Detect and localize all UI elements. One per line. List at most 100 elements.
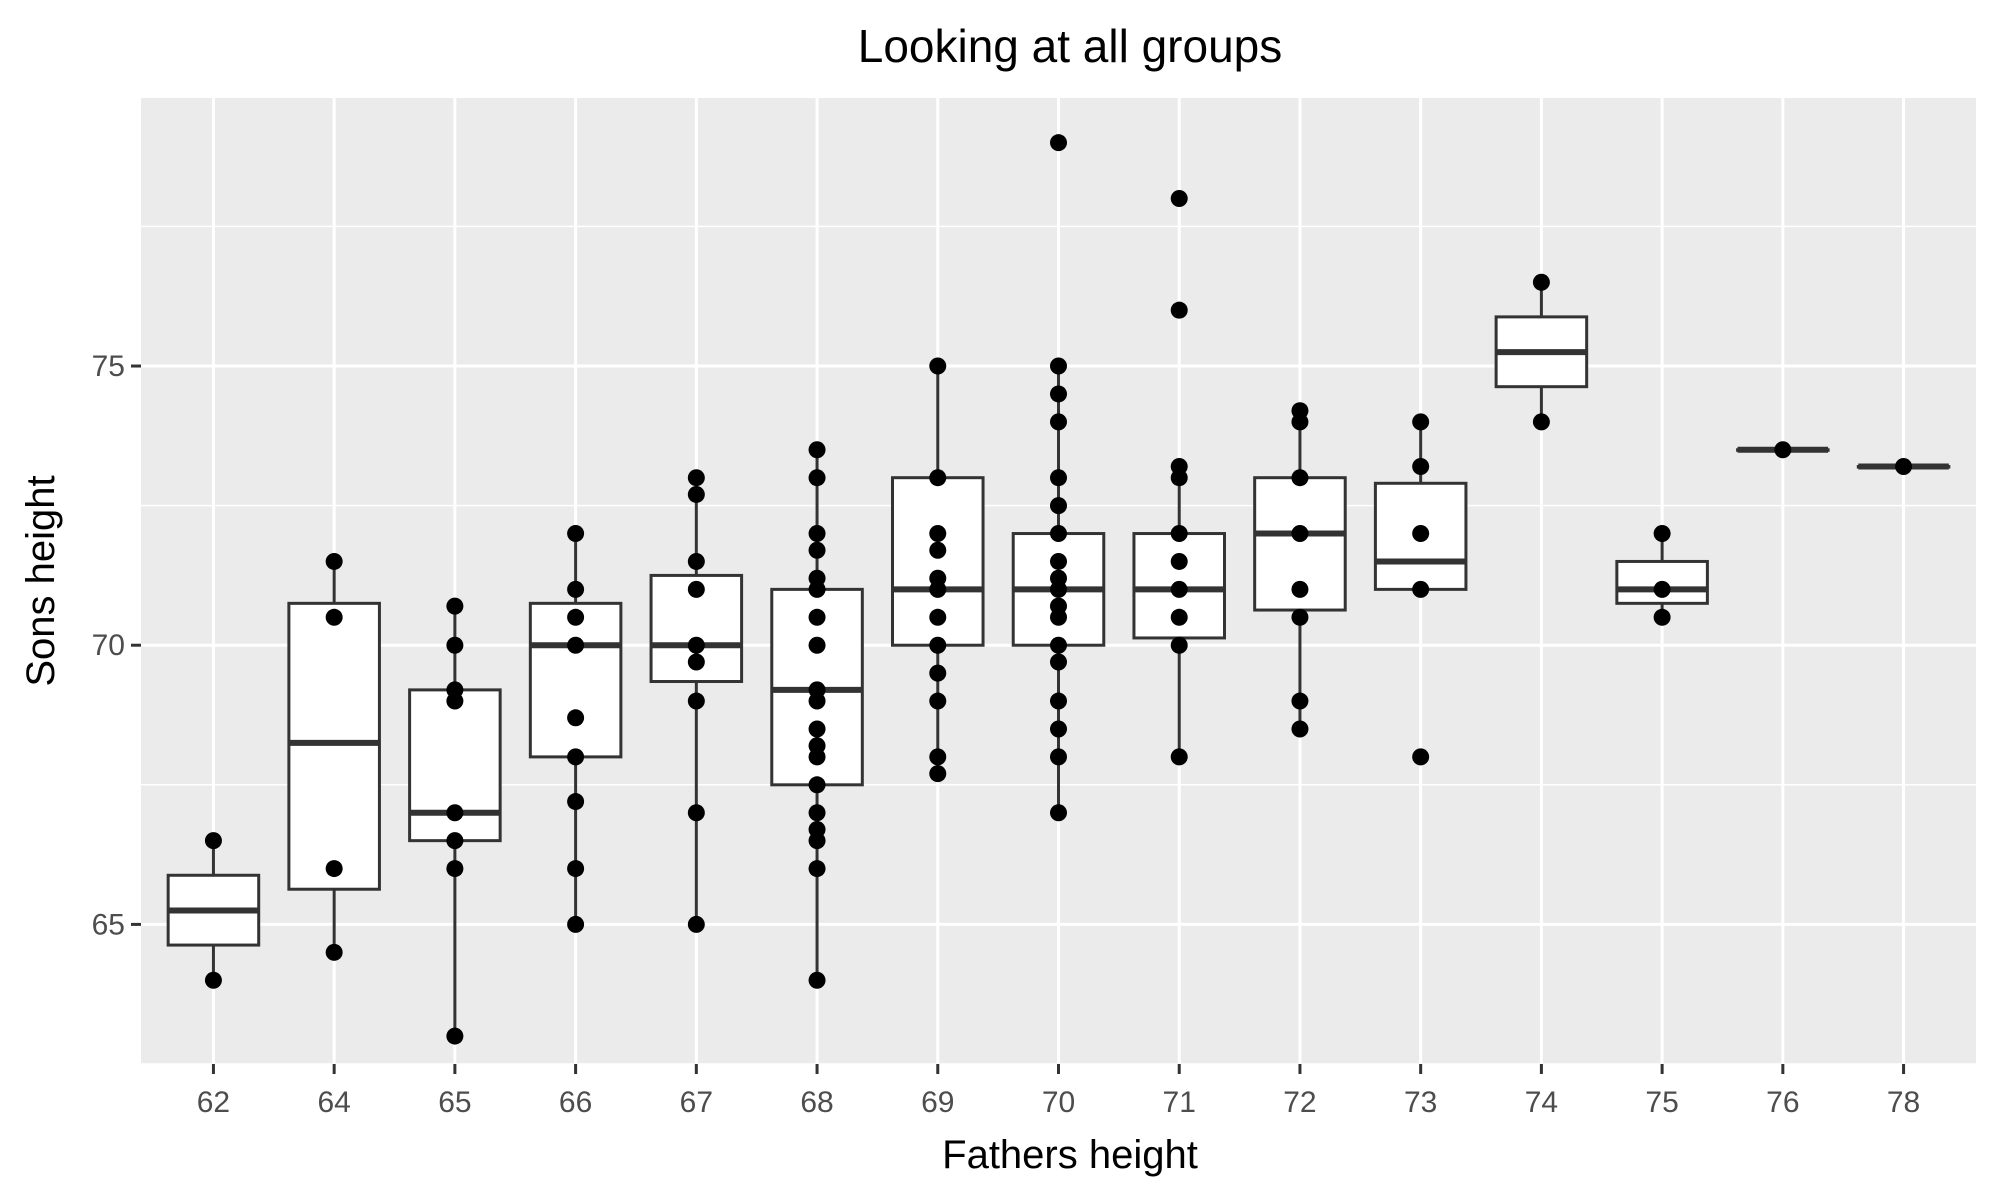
y-axis-title: Sons height <box>19 475 63 686</box>
point-71 <box>1170 748 1188 766</box>
y-axis: 65 70 75 <box>92 350 141 941</box>
point-71 <box>1170 552 1188 570</box>
point-65 <box>446 597 464 615</box>
point-72 <box>1291 469 1309 487</box>
point-70 <box>1050 385 1067 403</box>
point-75 <box>1653 525 1671 543</box>
box-73 <box>1373 421 1468 591</box>
point-66 <box>567 915 585 933</box>
point-65 <box>446 860 464 878</box>
point-69 <box>929 608 947 626</box>
point-70 <box>1050 653 1067 671</box>
point-70 <box>1050 804 1067 822</box>
x-tick-label: 74 <box>1525 1086 1558 1119</box>
point-68 <box>808 636 826 654</box>
point-69 <box>929 580 947 598</box>
point-67 <box>687 692 705 710</box>
x-axis-title: Fathers height <box>942 1133 1198 1177</box>
box-body <box>287 601 381 891</box>
point-64 <box>325 608 343 626</box>
point-70 <box>1050 525 1067 543</box>
x-tick-label: 67 <box>680 1086 713 1119</box>
point-70 <box>1050 636 1067 654</box>
point-71 <box>1170 580 1188 598</box>
point-67 <box>687 580 705 598</box>
point-71 <box>1170 636 1188 654</box>
point-69 <box>929 664 947 682</box>
y-tick-label: 65 <box>92 908 125 941</box>
x-tick-label: 68 <box>800 1086 833 1119</box>
point-65 <box>446 636 464 654</box>
x-tick-label: 73 <box>1404 1086 1437 1119</box>
point-72 <box>1291 413 1309 431</box>
point-70 <box>1050 497 1067 515</box>
x-axis: 62 64 65 66 67 68 69 70 71 72 73 74 75 76 78 <box>197 1064 1920 1119</box>
point-64 <box>325 552 343 570</box>
point-66 <box>567 525 585 543</box>
point-70 <box>1050 748 1067 766</box>
point-68 <box>808 776 826 794</box>
point-68 <box>808 608 826 626</box>
point-72 <box>1291 608 1309 626</box>
x-tick-label: 70 <box>1042 1086 1075 1119</box>
point-68 <box>808 469 826 487</box>
data-points <box>204 134 1913 1045</box>
point-76 <box>1774 441 1792 459</box>
point-68 <box>808 525 826 543</box>
x-tick-label: 62 <box>197 1086 230 1119</box>
point-68 <box>808 860 826 878</box>
point-67 <box>687 636 705 654</box>
x-tick-label: 69 <box>921 1086 954 1119</box>
point-68 <box>808 541 826 559</box>
point-68 <box>808 748 826 766</box>
point-70 <box>1050 134 1067 152</box>
point-73 <box>1412 413 1430 431</box>
point-73 <box>1412 580 1430 598</box>
point-75 <box>1653 608 1671 626</box>
point-66 <box>567 793 585 811</box>
point-73 <box>1412 748 1430 766</box>
point-70 <box>1050 552 1067 570</box>
x-tick-label: 65 <box>438 1086 471 1119</box>
point-69 <box>929 692 947 710</box>
box-66 <box>528 533 623 925</box>
point-62 <box>204 832 222 850</box>
point-70 <box>1050 357 1067 375</box>
box-64 <box>287 561 381 953</box>
point-66 <box>567 580 585 598</box>
point-70 <box>1050 580 1067 598</box>
point-71 <box>1170 469 1188 487</box>
point-69 <box>929 765 947 783</box>
point-69 <box>929 636 947 654</box>
point-69 <box>929 541 947 559</box>
point-71 <box>1170 301 1188 319</box>
x-tick-label: 66 <box>559 1086 592 1119</box>
x-tick-label: 64 <box>317 1086 350 1119</box>
point-64 <box>325 860 343 878</box>
point-66 <box>567 608 585 626</box>
point-72 <box>1291 692 1309 710</box>
chart-title: Looking at all groups <box>858 20 1283 72</box>
point-67 <box>687 552 705 570</box>
point-74 <box>1532 273 1550 291</box>
point-65 <box>446 804 464 822</box>
point-68 <box>808 832 826 850</box>
point-73 <box>1412 458 1430 476</box>
point-66 <box>567 860 585 878</box>
point-62 <box>204 971 222 989</box>
point-67 <box>687 804 705 822</box>
point-70 <box>1050 469 1067 487</box>
y-tick-label: 75 <box>92 350 125 383</box>
point-68 <box>808 692 826 710</box>
point-78 <box>1895 458 1913 476</box>
point-65 <box>446 692 464 710</box>
point-68 <box>808 441 826 459</box>
point-67 <box>687 469 705 487</box>
x-tick-label: 78 <box>1887 1086 1920 1119</box>
x-tick-label: 75 <box>1645 1086 1678 1119</box>
x-tick-label: 72 <box>1283 1086 1316 1119</box>
point-70 <box>1050 413 1067 431</box>
point-66 <box>567 636 585 654</box>
box-62 <box>166 840 261 981</box>
